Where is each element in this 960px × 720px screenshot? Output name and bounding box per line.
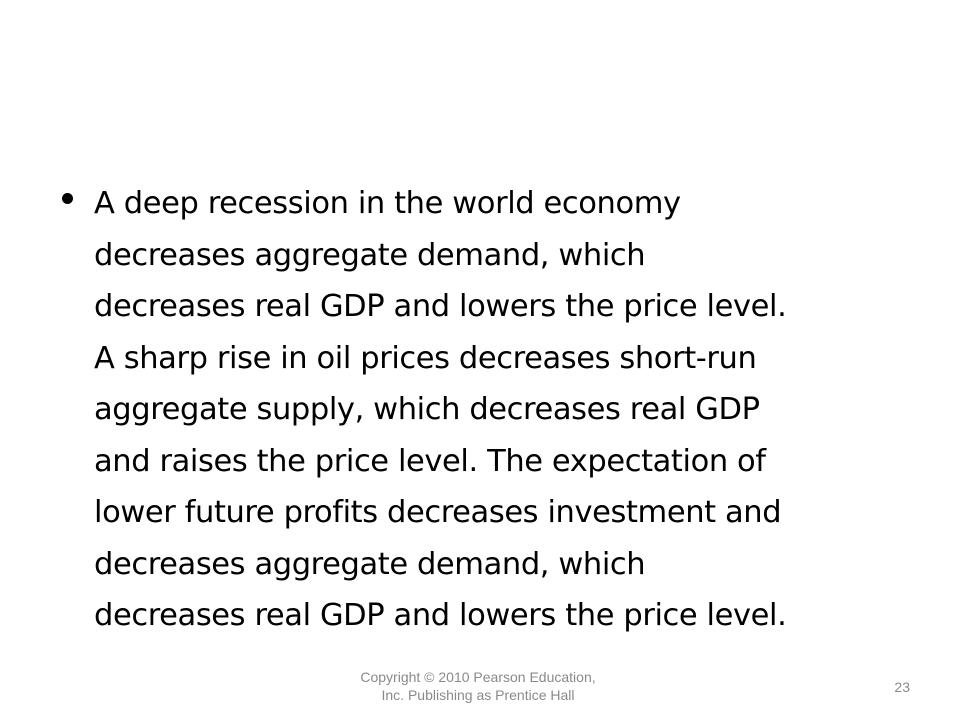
bullet-line: decreases aggregate demand, which	[94, 546, 646, 582]
bullet-line: lower future profits decreases investmen…	[94, 495, 782, 530]
bullet-line: and raises the price level. The expectat…	[94, 443, 766, 479]
bullet-item: A deep recession in the world economy de…	[56, 178, 916, 642]
bullet-line: A deep recession in the world economy	[94, 186, 681, 221]
copyright-line: Inc. Publishing as Prentice Hall	[381, 687, 575, 703]
bullet-line: A sharp rise in oil prices decreases sho…	[94, 340, 757, 376]
slide-body: A deep recession in the world economy de…	[56, 178, 916, 642]
bullet-line: decreases aggregate demand, which	[94, 237, 646, 273]
copyright-line: Copyright © 2010 Pearson Education,	[360, 669, 596, 685]
footer-copyright: Copyright © 2010 Pearson Education, Inc.…	[328, 668, 628, 704]
bullet-dot-icon	[62, 193, 73, 204]
bullet-line: aggregate supply, which decreases real G…	[94, 392, 760, 427]
page-number: 23	[894, 679, 910, 695]
bullet-text: A deep recession in the world economy de…	[94, 178, 916, 642]
bullet-line: decreases real GDP and lowers the price …	[94, 598, 787, 633]
bullet-line: decreases real GDP and lowers the price …	[94, 289, 787, 324]
